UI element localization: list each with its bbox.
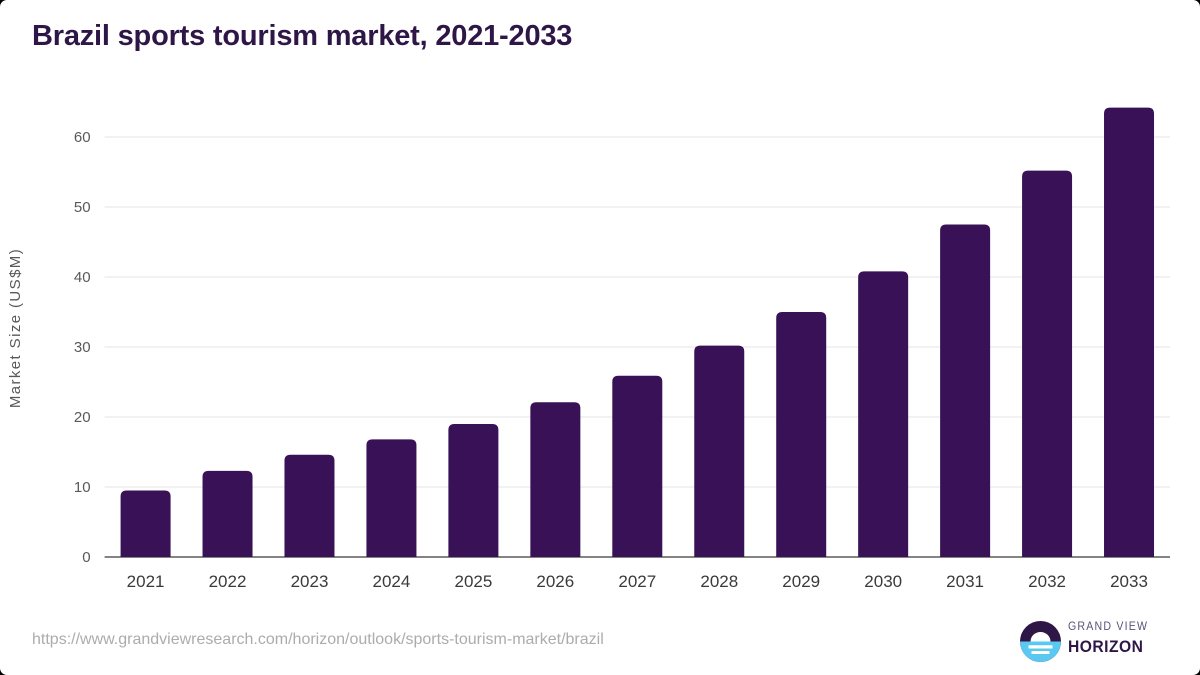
svg-text:2028: 2028 <box>700 572 738 591</box>
svg-text:60: 60 <box>74 129 91 146</box>
svg-text:2033: 2033 <box>1110 572 1148 591</box>
svg-text:2021: 2021 <box>127 572 165 591</box>
svg-text:30: 30 <box>74 339 91 356</box>
svg-text:2030: 2030 <box>864 572 902 591</box>
svg-text:40: 40 <box>74 269 91 286</box>
svg-text:10: 10 <box>74 479 91 496</box>
svg-text:2027: 2027 <box>618 572 656 591</box>
svg-text:2025: 2025 <box>454 572 492 591</box>
svg-text:2029: 2029 <box>782 572 820 591</box>
svg-text:2023: 2023 <box>291 572 329 591</box>
svg-text:2032: 2032 <box>1028 572 1066 591</box>
svg-text:0: 0 <box>82 549 90 566</box>
svg-text:20: 20 <box>74 409 91 426</box>
svg-text:2031: 2031 <box>946 572 984 591</box>
svg-text:50: 50 <box>74 199 91 216</box>
svg-text:2026: 2026 <box>536 572 574 591</box>
svg-text:2024: 2024 <box>372 572 410 591</box>
svg-text:2022: 2022 <box>209 572 247 591</box>
